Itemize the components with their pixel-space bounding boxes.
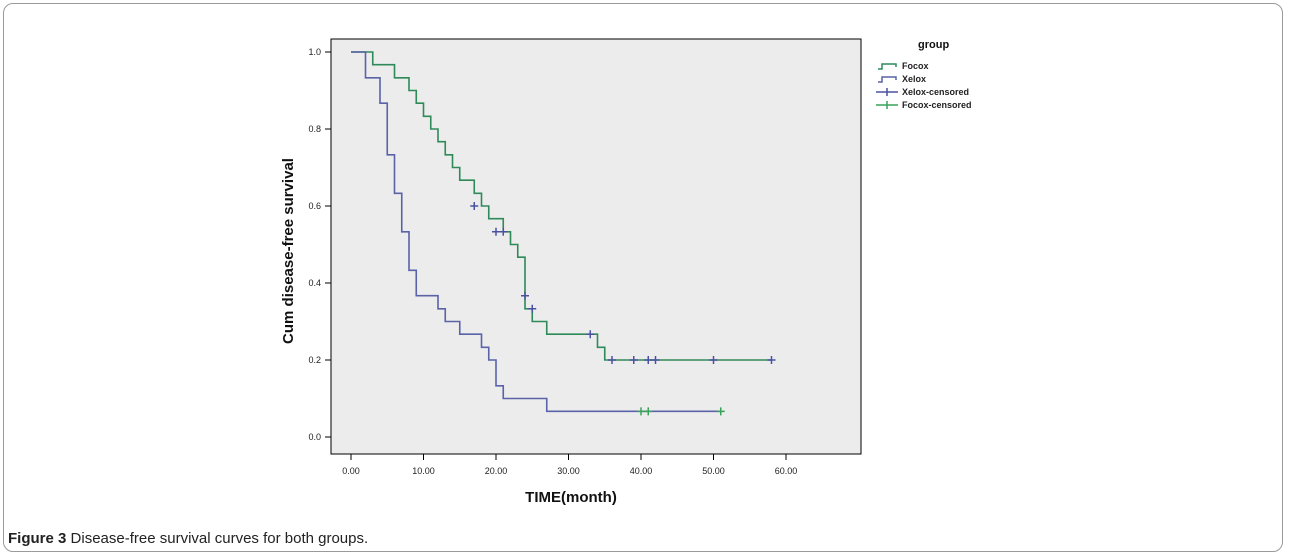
figure-caption: Figure 3 Disease-free survival curves fo… xyxy=(8,530,368,547)
y-axis-label: Cum disease-free survival xyxy=(280,158,297,344)
x-tick-label-2: 20.00 xyxy=(485,466,508,476)
legend-label-2: Xelox-censored xyxy=(902,87,969,97)
censor-mark-focox-5 xyxy=(586,330,595,339)
x-tick-label-6: 60.00 xyxy=(775,466,798,476)
x-axis-label: TIME(month) xyxy=(525,489,617,506)
caption-label: Figure 3 xyxy=(8,530,67,547)
x-tick-label-1: 10.00 xyxy=(412,466,435,476)
x-tick-label-3: 30.00 xyxy=(557,466,580,476)
x-tick-label-5: 50.00 xyxy=(702,466,725,476)
y-tick-label-1: 0.2 xyxy=(308,355,321,365)
censor-mark-focox-8 xyxy=(644,356,653,364)
censor-mark-focox-11 xyxy=(767,356,776,364)
x-tick-label-0: 0.00 xyxy=(342,466,360,476)
x-tick-label-4: 40.00 xyxy=(630,466,653,476)
plot-area xyxy=(330,38,862,455)
censor-mark-xelox-1 xyxy=(644,407,653,416)
censor-mark-xelox-2 xyxy=(716,407,725,416)
y-tick-label-4: 0.8 xyxy=(308,124,321,134)
survival-chart: 0.00 10.00 20.00 30.00 40.00 50.00 60.00 0.0 0.2… xyxy=(280,38,972,506)
y-tick-label-5: 1.0 xyxy=(308,47,321,57)
censor-mark-focox-9 xyxy=(651,356,660,364)
censor-mark-focox-10 xyxy=(709,356,718,364)
y-tick-label-0: 0.0 xyxy=(308,432,321,442)
y-tick-label-3: 0.6 xyxy=(308,201,321,211)
legend-title: group xyxy=(918,39,949,51)
series-line-xelox xyxy=(351,51,721,413)
legend-label-3: Focox-censored xyxy=(902,100,972,110)
series-line-focox xyxy=(351,51,772,361)
censor-mark-focox-4 xyxy=(528,304,537,313)
censor-mark-focox-2 xyxy=(499,227,508,236)
legend-label-0: Focox xyxy=(902,61,929,71)
legend-swatch-1 xyxy=(878,76,897,83)
censor-mark-focox-0 xyxy=(470,202,479,210)
y-tick-label-2: 0.4 xyxy=(308,278,321,288)
legend-swatch-0 xyxy=(878,63,897,70)
legend-swatch-3 xyxy=(876,101,898,109)
censor-mark-focox-6 xyxy=(608,356,616,364)
censor-mark-focox-7 xyxy=(629,356,638,364)
legend-label-1: Xelox xyxy=(902,74,926,84)
censor-mark-focox-1 xyxy=(492,227,500,236)
censor-mark-xelox-0 xyxy=(637,407,645,416)
legend-swatch-2 xyxy=(876,88,898,96)
caption-text: Disease-free survival curves for both gr… xyxy=(66,530,369,547)
censor-mark-focox-3 xyxy=(521,291,529,300)
